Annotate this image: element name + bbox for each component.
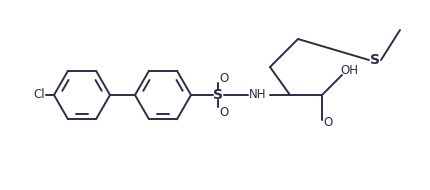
Text: S: S [370,53,380,67]
Text: Cl: Cl [34,89,45,101]
Text: O: O [219,71,229,85]
Text: S: S [213,88,223,102]
Text: OH: OH [340,64,358,78]
Text: O: O [219,105,229,119]
Text: O: O [323,116,333,130]
Text: NH: NH [249,89,267,101]
